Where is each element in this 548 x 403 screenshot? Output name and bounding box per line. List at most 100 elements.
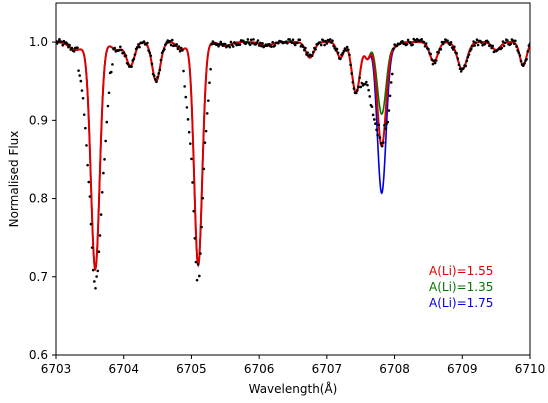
observed-point — [219, 40, 223, 44]
plot-frame — [55, 2, 531, 356]
observed-point — [106, 104, 110, 108]
observed-point — [351, 81, 355, 84]
observed-point — [85, 144, 88, 147]
observed-point — [154, 78, 157, 81]
observed-point — [84, 126, 87, 130]
observed-point — [89, 222, 93, 226]
observed-point — [246, 38, 250, 41]
observed-point — [193, 237, 197, 240]
observed-point — [120, 48, 123, 52]
observed-point — [229, 40, 233, 44]
observed-point — [194, 260, 198, 264]
observed-point — [149, 54, 153, 57]
observed-point — [370, 105, 374, 108]
observed-point — [328, 38, 332, 41]
observed-point — [433, 61, 437, 65]
observed-point — [501, 40, 505, 43]
observed-point — [466, 55, 470, 59]
observed-point — [150, 62, 154, 66]
observed-point — [349, 63, 352, 67]
observed-point — [256, 39, 260, 42]
observed-point — [304, 46, 307, 50]
observed-point — [458, 67, 462, 71]
observed-point — [270, 45, 273, 48]
series-line-3 — [56, 41, 530, 271]
observed-point — [354, 91, 358, 95]
observed-point — [156, 75, 159, 79]
observed-point — [372, 118, 376, 121]
observed-point — [163, 48, 166, 51]
observed-point — [324, 39, 328, 43]
observed-point — [365, 80, 368, 84]
observed-point — [301, 45, 305, 49]
observed-point — [195, 278, 199, 282]
observed-point — [260, 44, 263, 48]
observed-point — [474, 41, 478, 44]
series-layer — [56, 41, 530, 272]
observed-point — [377, 123, 381, 127]
observed-point — [363, 82, 367, 86]
observed-point — [86, 163, 89, 167]
observed-point — [56, 42, 59, 45]
observed-point — [502, 44, 506, 48]
observed-point — [512, 42, 516, 45]
observed-point — [439, 48, 443, 51]
observed-point — [465, 59, 469, 63]
observed-point — [379, 141, 383, 145]
observed-point — [164, 43, 167, 46]
observed-point — [158, 68, 162, 72]
observed-point — [122, 51, 126, 55]
x-axis-ticks: 6703 6704 6705 6706 6707 6708 6709 6710 — [41, 355, 546, 376]
legend: A(Li)=1.55 A(Li)=1.35 A(Li)=1.75 — [429, 264, 493, 310]
x-tick-label: 6703 — [41, 362, 72, 376]
observed-point — [286, 41, 289, 45]
observed-point — [126, 63, 130, 66]
observed-point — [68, 43, 71, 47]
x-tick-label: 6710 — [515, 362, 546, 376]
observed-point — [255, 41, 259, 44]
observed-point — [448, 43, 452, 47]
observed-point — [430, 58, 434, 61]
observed-point — [185, 106, 189, 109]
observed-point — [442, 40, 446, 44]
observed-point — [339, 57, 342, 61]
observed-point — [437, 51, 440, 54]
observed-point — [81, 96, 85, 100]
observed-point — [290, 41, 294, 45]
observed-point — [486, 41, 490, 44]
observed-point — [395, 44, 399, 48]
observed-point — [137, 43, 140, 46]
observed-point — [169, 43, 173, 47]
observed-point — [411, 43, 414, 46]
observed-point — [491, 44, 495, 48]
observed-point — [181, 49, 184, 52]
observed-point — [392, 47, 395, 51]
observed-point — [291, 38, 295, 41]
observed-point — [211, 40, 215, 43]
observed-point — [88, 195, 92, 198]
observed-point — [132, 57, 136, 61]
observed-point — [97, 250, 101, 254]
observed-point — [95, 275, 98, 278]
observed-point — [271, 40, 274, 44]
observed-point — [455, 52, 458, 55]
observed-point — [388, 94, 392, 98]
x-tick-label: 6707 — [312, 362, 343, 376]
series-line-1 — [56, 41, 530, 272]
observed-point — [223, 42, 227, 46]
observed-point — [356, 88, 359, 92]
observed-point — [453, 45, 456, 49]
observed-point — [343, 47, 347, 50]
observed-point — [514, 39, 517, 43]
observed-point — [168, 39, 172, 43]
observed-point — [441, 42, 445, 46]
observed-point — [107, 91, 111, 95]
observed-point — [189, 142, 192, 145]
observed-point — [332, 44, 335, 48]
observed-point — [58, 38, 61, 41]
observed-point — [527, 44, 530, 47]
observed-point — [67, 45, 70, 49]
observed-point — [205, 112, 209, 115]
observed-point — [198, 274, 201, 278]
observed-point — [467, 53, 471, 56]
